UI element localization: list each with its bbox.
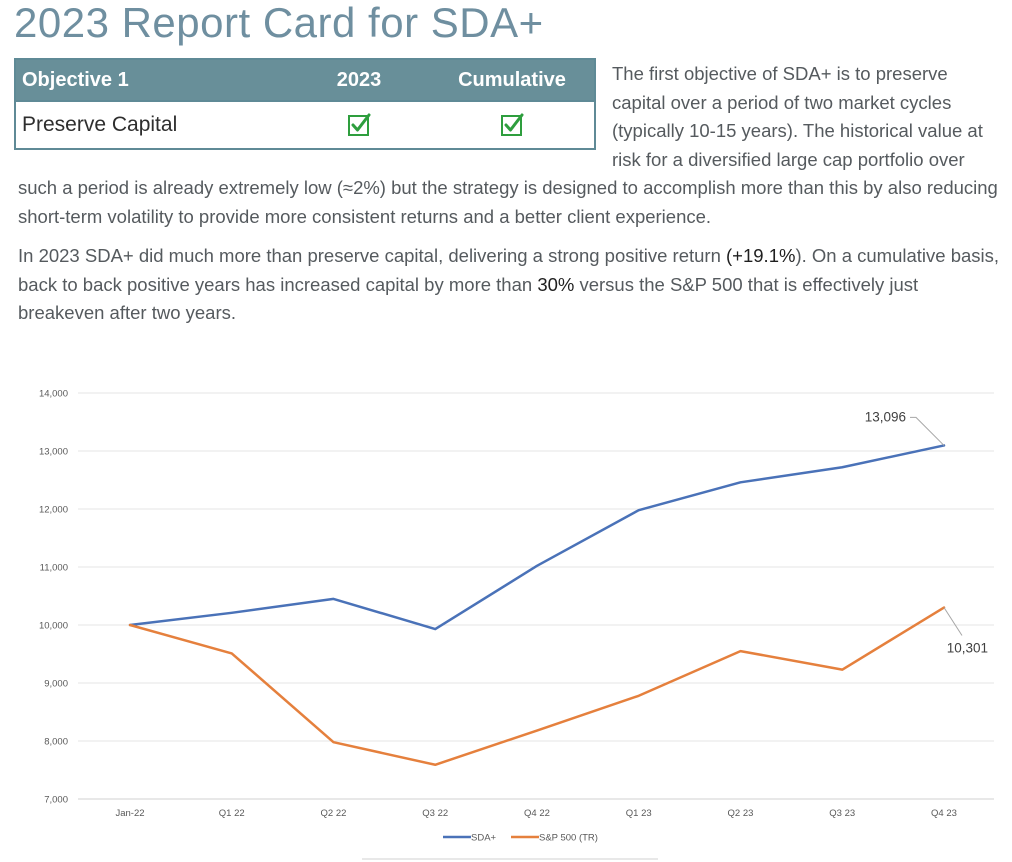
x-tick-label: Q3 22 xyxy=(422,808,448,819)
chart-divider xyxy=(362,858,658,860)
x-tick-label: Q3 23 xyxy=(829,808,855,819)
x-tick-label: Q4 22 xyxy=(524,808,550,819)
y-tick-label: 10,000 xyxy=(39,621,68,632)
cumulative-check-cell xyxy=(430,101,595,149)
x-tick-label: Q2 23 xyxy=(728,808,754,819)
sda-plus-series-line xyxy=(128,444,946,631)
objective-table-header-row: Objective 1 2023 Cumulative xyxy=(15,59,595,102)
y-tick-label: 12,000 xyxy=(39,505,68,516)
objective-name: Preserve Capital xyxy=(15,101,288,149)
results-text-2: ). On a cumulative basis, back to back p… xyxy=(18,245,1000,295)
checkbox-checked-icon xyxy=(348,113,371,137)
results-text-1: In 2023 SDA+ did much more than preserve… xyxy=(18,245,727,266)
intro-paragraph-block: The first objective of SDA+ is to preser… xyxy=(18,60,998,231)
page-title: 2023 Report Card for SDA+ xyxy=(14,0,544,46)
growth-line-chart: 7,000 8,000 9,000 10,000 11,000 12,000 13,000 1… xyxy=(39,389,994,844)
results-paragraph: In 2023 SDA+ did much more than preserve… xyxy=(18,242,1000,328)
y-tick-label: 13,000 xyxy=(39,447,68,458)
x-tick-label: Q4 23 xyxy=(931,808,957,819)
x-tick-label: Q1 22 xyxy=(219,808,245,819)
y-tick-label: 8,000 xyxy=(44,737,68,748)
y-tick-label: 9,000 xyxy=(44,679,68,690)
y-tick-label: 11,000 xyxy=(40,563,68,574)
checkbox-checked-icon xyxy=(501,113,524,137)
data-label-leader-line xyxy=(910,416,945,446)
x-tick-label: Q1 23 xyxy=(626,808,652,819)
year-header: 2023 xyxy=(288,59,430,102)
y-tick-label: 14,000 xyxy=(39,389,68,400)
data-label: 13,096 xyxy=(865,409,906,424)
cumulative-return-highlight: 30% xyxy=(537,273,575,295)
legend-label: SDA+ xyxy=(471,833,497,844)
objective-table: Objective 1 2023 Cumulative Preserve Cap… xyxy=(14,58,596,150)
cumulative-header: Cumulative xyxy=(430,59,595,102)
x-tick-label: Jan-22 xyxy=(115,808,144,819)
year-check-cell xyxy=(288,101,430,149)
table-row: Preserve Capital xyxy=(15,101,595,149)
y-tick-label: 7,000 xyxy=(44,795,68,806)
data-label: 10,301 xyxy=(947,641,988,656)
sp500-series-line xyxy=(128,606,946,767)
intro-paragraph: The first objective of SDA+ is to preser… xyxy=(18,63,998,227)
legend-label: S&P 500 (TR) xyxy=(539,833,598,844)
objective-header: Objective 1 xyxy=(15,59,288,102)
annual-return-highlight: (+19.1% xyxy=(726,245,796,266)
x-tick-label: Q2 22 xyxy=(321,808,347,819)
results-text-3: versus the S&P 500 that is effectively j… xyxy=(18,273,919,324)
data-label-leader-line xyxy=(943,607,963,636)
